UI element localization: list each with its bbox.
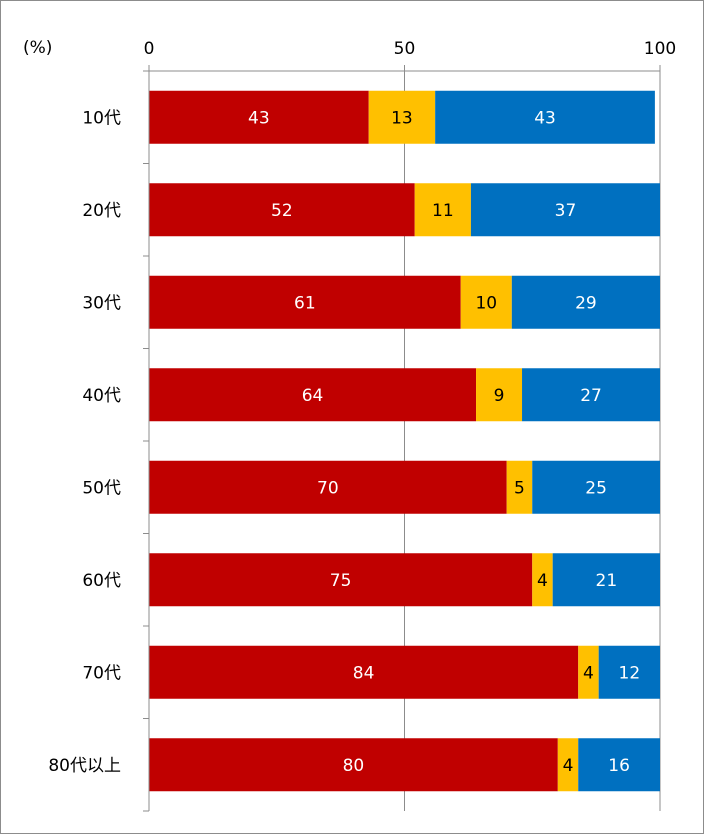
x-tick-label: 50: [394, 39, 416, 59]
bar-value-label: 10: [475, 293, 497, 313]
category-label: 60代: [82, 571, 121, 591]
bar-value-label: 11: [432, 201, 454, 221]
bar-value-label: 4: [563, 756, 574, 776]
bar-segment-series1: [149, 738, 558, 792]
unit-label: (%): [23, 38, 52, 58]
category-label: 50代: [82, 478, 121, 498]
bar-segment-series2: [578, 645, 599, 699]
bar-segment-series3: [511, 275, 660, 329]
bar-segment-series2: [557, 738, 579, 792]
bar-value-label: 25: [585, 478, 607, 498]
bar-value-label: 52: [271, 201, 293, 221]
bars: [149, 90, 660, 792]
bar-value-label: 27: [580, 386, 602, 406]
bar-segment-series1: [149, 275, 461, 329]
bar-value-label: 12: [619, 663, 641, 683]
bar-value-label: 37: [555, 201, 577, 221]
x-tick-label: 0: [144, 39, 155, 59]
bar-value-label: 5: [514, 478, 525, 498]
bar-value-labels: 43 13 43 52 11 37 61 10 29 64 9 27 70 5 25 75 4 21 84 4 12 80…: [248, 108, 640, 776]
bar-value-label: 84: [353, 663, 375, 683]
bar-value-label: 13: [391, 108, 413, 128]
bar-value-label: 29: [575, 293, 597, 313]
category-labels: 10代 20代 30代 40代 50代 60代 70代 80代以上: [48, 108, 121, 776]
bar-value-label: 4: [537, 571, 548, 591]
bar-value-label: 61: [294, 293, 316, 313]
bar-segment-series2: [414, 183, 471, 237]
bar-value-label: 75: [330, 571, 352, 591]
category-label: 40代: [82, 386, 121, 406]
x-tick-label: 100: [644, 39, 676, 59]
bar-segment-series3: [522, 368, 660, 422]
category-label: 30代: [82, 293, 121, 313]
bar-segment-series3: [598, 645, 660, 699]
bar-segment-series2: [532, 553, 553, 607]
bar-segment-series2: [460, 275, 512, 329]
bar-segment-series3: [578, 738, 660, 792]
category-label: 70代: [82, 663, 121, 683]
bar-segment-series1: [149, 645, 579, 699]
bar-segment-series1: [149, 183, 415, 237]
bar-value-label: 21: [596, 571, 618, 591]
bar-segment-series1: [149, 368, 477, 422]
bar-segment-series2: [476, 368, 523, 422]
bar-value-label: 43: [248, 108, 270, 128]
bar-segment-series3: [470, 183, 660, 237]
bar-segment-series2: [368, 90, 436, 144]
bar-segment-series1: [149, 553, 533, 607]
bar-value-label: 16: [608, 756, 630, 776]
bar-segment-series3: [552, 553, 660, 607]
bar-segment-series1: [149, 90, 369, 144]
bar-value-label: 4: [583, 663, 594, 683]
bar-value-label: 43: [534, 108, 556, 128]
bar-segment-series3: [435, 90, 655, 144]
bar-value-label: 80: [343, 756, 365, 776]
category-label: 20代: [82, 201, 121, 221]
bar-segment-series2: [506, 460, 533, 514]
bar-value-label: 64: [302, 386, 324, 406]
category-label: 10代: [82, 108, 121, 128]
bar-value-label: 9: [494, 386, 505, 406]
axes: 0 50 100: [143, 39, 676, 812]
bar-segment-series3: [532, 460, 660, 514]
category-label: 80代以上: [48, 756, 121, 776]
grid-lines: [404, 71, 661, 811]
bar-value-label: 70: [317, 478, 339, 498]
bar-segment-series1: [149, 460, 507, 514]
